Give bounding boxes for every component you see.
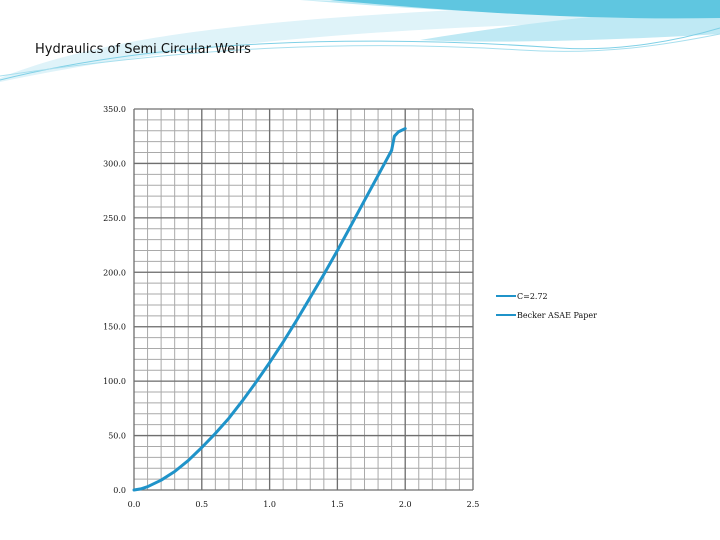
y-axis-tick-labels: 0.0 50.0 100.0 150.0 200.0 250.0 300.0 350.0	[103, 105, 126, 495]
series-line-1	[132, 148, 394, 492]
slide-title: Hydraulics of Semi Circular Weirs	[35, 42, 251, 57]
y-axis-tick-label: 150.0	[103, 323, 126, 332]
banner-curve-line-2	[0, 33, 720, 77]
y-axis-tick-label: 200.0	[103, 268, 126, 277]
x-axis-tick-label: 0.0	[128, 500, 141, 509]
grid-major	[133, 108, 474, 491]
y-axis-tick-label: 50.0	[108, 432, 126, 441]
series-line-2	[390, 127, 407, 152]
x-axis-tick-label: 2.5	[467, 500, 480, 509]
banner-wave-dark	[330, 0, 720, 19]
x-axis-tick-labels: 0.0 0.5 1.0 1.5 2.0 2.5	[128, 500, 480, 509]
x-axis-tick-label: 1.0	[263, 500, 276, 509]
x-axis-tick-label: 0.5	[195, 500, 208, 509]
banner-curve-line	[0, 27, 720, 81]
x-axis-tick-label: 2.0	[399, 500, 412, 509]
series-lines	[132, 127, 407, 492]
y-axis-tick-label: 250.0	[103, 214, 126, 223]
x-axis-tick-label: 1.5	[331, 500, 344, 509]
grid-minor	[133, 108, 474, 491]
legend-label: C=2.72	[517, 292, 548, 301]
slide-header-banner	[0, 0, 720, 82]
banner-wave-light	[0, 0, 720, 82]
legend: C=2.72 Becker ASAE Paper	[496, 292, 597, 320]
y-axis-tick-label: 100.0	[103, 377, 126, 386]
y-axis-tick-label: 0.0	[113, 486, 126, 495]
y-axis-tick-label: 300.0	[103, 159, 126, 168]
y-axis-tick-label: 350.0	[103, 105, 126, 114]
legend-label: Becker ASAE Paper	[517, 311, 597, 320]
